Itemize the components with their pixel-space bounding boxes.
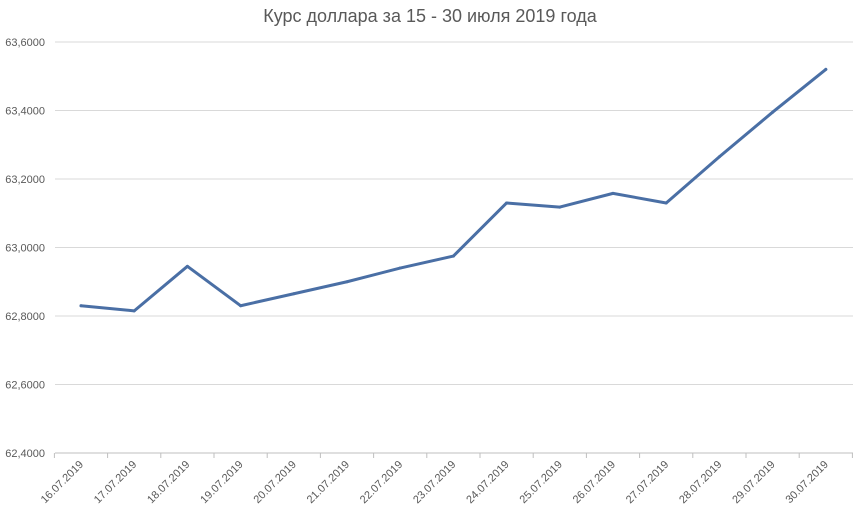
x-tick-label: 27.07.2019 — [624, 459, 671, 506]
data-point — [611, 191, 615, 195]
x-tick-label: 29.07.2019 — [730, 459, 777, 506]
x-tick-label: 18.07.2019 — [145, 459, 192, 506]
data-point — [185, 264, 189, 268]
x-tick-label: 19.07.2019 — [198, 459, 245, 506]
data-point — [345, 280, 349, 284]
data-point — [132, 309, 136, 313]
x-tick-label: 30.07.2019 — [784, 459, 831, 506]
x-tick-label: 22.07.2019 — [358, 459, 405, 506]
y-tick-label: 63,6000 — [5, 37, 45, 49]
y-tick-label: 62,4000 — [5, 448, 45, 460]
x-tick-label: 23.07.2019 — [411, 459, 458, 506]
x-tick-label: 28.07.2019 — [677, 459, 724, 506]
data-point — [451, 254, 455, 258]
data-point — [505, 201, 509, 205]
data-point — [664, 201, 668, 205]
x-tick-label: 17.07.2019 — [92, 459, 139, 506]
y-tick-label: 62,6000 — [5, 380, 45, 392]
data-point — [398, 266, 402, 270]
x-tick-label: 21.07.2019 — [305, 459, 352, 506]
data-point — [558, 205, 562, 209]
x-tick-label: 24.07.2019 — [464, 459, 511, 506]
y-tick-label: 63,4000 — [5, 106, 45, 118]
chart-title: Курс доллара за 15 - 30 июля 2019 года — [263, 6, 597, 26]
y-tick-label: 63,0000 — [5, 243, 45, 255]
x-tick-label: 20.07.2019 — [252, 459, 299, 506]
y-tick-label: 63,2000 — [5, 174, 45, 186]
data-point — [771, 110, 775, 114]
data-point — [292, 292, 296, 296]
data-point — [79, 304, 83, 308]
data-point — [824, 67, 828, 71]
y-tick-label: 62,8000 — [5, 311, 45, 323]
x-tick-label: 26.07.2019 — [571, 459, 618, 506]
x-tick-label: 16.07.2019 — [39, 459, 86, 506]
data-point — [717, 155, 721, 159]
x-tick-label: 25.07.2019 — [518, 459, 565, 506]
data-point — [239, 304, 243, 308]
series-line — [79, 67, 828, 313]
